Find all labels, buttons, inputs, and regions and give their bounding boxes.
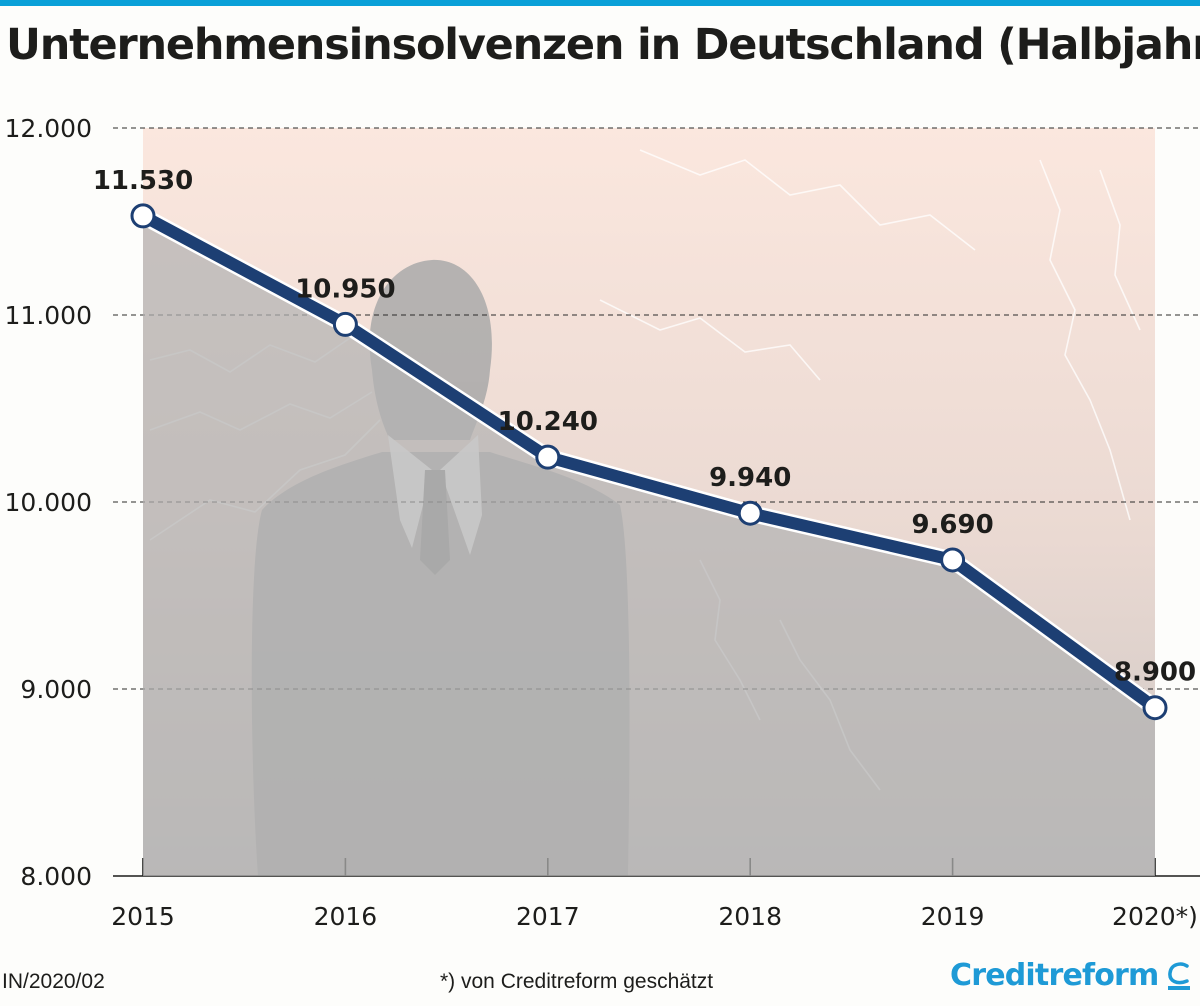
data-point-2020*) (1142, 695, 1168, 721)
data-point-2018 (737, 500, 763, 526)
x-tick-label-0: 2015 (111, 902, 175, 931)
creditreform-logo-icon (1167, 961, 1190, 990)
y-tick-label-0: 8.000 (20, 862, 92, 891)
x-tick-label-1: 2016 (314, 902, 378, 931)
x-axis-labels: 2015 2016 2017 2018 2019 2020*) (111, 902, 1198, 931)
brand-name: Creditreform (950, 958, 1159, 993)
data-point-2016 (332, 311, 358, 337)
footer-code: IN/2020/02 (2, 970, 105, 993)
brand-logo: Creditreform (950, 958, 1193, 993)
y-tick-label-2: 10.000 (5, 488, 92, 517)
series-insolvenzen (130, 203, 1168, 876)
data-label-5: 8.900 (1114, 658, 1196, 688)
top-accent-rule (0, 0, 1200, 6)
y-tick-label-3: 11.000 (5, 301, 92, 330)
y-axis-labels: 8.000 9.000 10.000 11.000 12.000 (5, 114, 92, 891)
y-tick-label-4: 12.000 (5, 114, 92, 143)
data-point-2019 (940, 547, 966, 573)
chart-title: Unternehmensinsolvenzen in Deutschland (… (6, 20, 1200, 70)
data-label-0: 11.530 (93, 166, 193, 196)
area-under-line (143, 215, 1155, 876)
data-point-2017 (535, 444, 561, 470)
x-tick-label-2: 2017 (516, 902, 580, 931)
footer-note: *) von Creditreform geschätzt (440, 970, 714, 993)
x-tick-label-4: 2019 (921, 902, 985, 931)
x-tick-label-5: 2020*) (1112, 902, 1198, 931)
series-line (137, 209, 1161, 714)
x-tick-label-3: 2018 (718, 902, 782, 931)
data-label-2: 10.240 (498, 407, 598, 437)
data-label-3: 9.940 (709, 463, 791, 493)
data-labels: 11.530 10.950 10.240 9.940 9.690 8.900 (93, 166, 1196, 688)
data-label-4: 9.690 (911, 510, 993, 540)
y-tick-label-1: 9.000 (20, 675, 92, 704)
data-label-1: 10.950 (295, 274, 395, 304)
data-point-2015 (130, 203, 156, 229)
